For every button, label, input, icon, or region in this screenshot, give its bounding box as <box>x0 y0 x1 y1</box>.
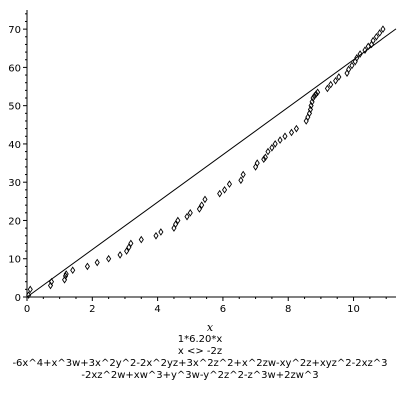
data-point <box>184 212 190 221</box>
data-points <box>26 25 386 299</box>
x-tick-label-1: 2 <box>89 304 95 315</box>
x-axis-title: x <box>207 321 214 334</box>
data-point <box>84 262 90 271</box>
data-point <box>62 272 69 280</box>
data-point <box>305 113 311 121</box>
caption-line-3: -6x^4+x^3w+3x^2y^2-2x^2yz+3x^2z^2+x^2zw-… <box>12 358 388 369</box>
reference-line-group <box>26 28 397 298</box>
data-point <box>240 170 246 179</box>
data-point <box>265 147 271 156</box>
data-point <box>238 176 244 185</box>
data-point <box>226 180 233 188</box>
x-tick-label-3: 6 <box>220 304 226 315</box>
caption-line-4: -2xz^2w+xw^3+y^3w-y^2z^2-z^3w+2zw^3 <box>81 370 319 381</box>
data-point <box>328 80 334 89</box>
data-point <box>269 143 275 152</box>
y-tick-label-4: 40 <box>8 140 21 151</box>
x-tick-label-5: 10 <box>347 304 360 315</box>
data-point <box>106 254 112 263</box>
data-point <box>153 231 159 240</box>
data-point <box>48 277 55 286</box>
data-point <box>365 42 371 51</box>
data-point <box>315 88 321 97</box>
data-point <box>199 201 205 209</box>
x-tick-label-0: 0 <box>24 304 30 315</box>
data-point <box>187 209 193 217</box>
data-point <box>138 235 144 244</box>
data-point <box>310 94 316 102</box>
data-point <box>307 105 313 114</box>
data-point <box>27 285 33 294</box>
data-point <box>380 25 386 33</box>
data-point <box>158 228 164 236</box>
y-tick-label-1: 10 <box>8 255 21 266</box>
data-point <box>253 163 259 171</box>
data-point <box>217 189 223 198</box>
data-point <box>128 239 134 248</box>
data-point <box>63 270 69 278</box>
data-point <box>261 155 267 164</box>
data-point <box>324 84 330 93</box>
y-tick-label-0: 0 <box>15 293 21 304</box>
y-tick-label-3: 30 <box>8 178 21 189</box>
data-point <box>117 251 123 259</box>
data-point <box>70 266 76 275</box>
y-tick-label-5: 50 <box>8 102 21 113</box>
data-point <box>262 153 268 162</box>
data-point <box>124 247 130 255</box>
data-point <box>313 90 319 98</box>
data-point <box>254 159 260 167</box>
y-tick-label-2: 20 <box>8 216 21 227</box>
data-point <box>222 186 228 194</box>
data-point <box>349 61 355 70</box>
data-point <box>336 73 342 81</box>
data-point <box>370 36 376 45</box>
y-tick-label-6: 60 <box>8 63 21 74</box>
data-point <box>373 32 379 41</box>
y-tick-label-7: 70 <box>8 25 21 36</box>
data-point <box>26 291 32 299</box>
data-point <box>288 128 295 137</box>
data-point <box>311 92 317 100</box>
data-point <box>202 195 208 204</box>
data-point <box>377 29 383 37</box>
data-point <box>282 132 288 141</box>
caption-line-2: x <> -2z <box>177 346 223 357</box>
reference-line <box>26 28 397 298</box>
data-point <box>357 50 363 58</box>
data-point <box>333 76 339 85</box>
data-point <box>303 117 309 125</box>
tick-labels: 0 2 4 6 8 10 0 10 20 30 40 50 60 70 <box>8 25 360 315</box>
data-point <box>272 140 278 148</box>
x-tick-label-2: 4 <box>154 304 160 315</box>
x-tick-label-4: 8 <box>285 304 291 315</box>
data-point <box>175 216 181 225</box>
data-point <box>354 54 360 62</box>
data-point <box>171 224 177 232</box>
data-point <box>196 205 202 213</box>
data-point <box>277 136 283 144</box>
data-point <box>344 69 350 77</box>
axes <box>26 10 396 298</box>
data-point <box>362 46 368 54</box>
data-point <box>94 258 100 267</box>
data-point <box>346 65 352 74</box>
data-point <box>293 124 299 133</box>
data-point <box>173 220 179 229</box>
caption-line-1: 1*6.20*x <box>177 334 223 345</box>
tick-marks <box>23 13 387 301</box>
